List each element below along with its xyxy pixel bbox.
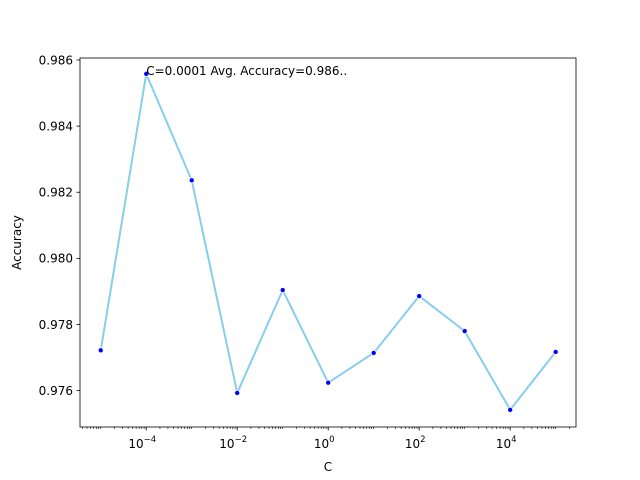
data-point [507, 406, 514, 413]
data-point [552, 348, 559, 355]
y-tick-label: 0.980 [39, 252, 73, 266]
x-tick-exponent: 4 [511, 435, 516, 445]
x-tick-base: 10 [219, 437, 234, 451]
x-tick-label: 102 [405, 435, 426, 451]
x-tick-label: 10−2 [219, 435, 247, 451]
data-point [143, 70, 150, 77]
y-tick-label: 0.986 [39, 53, 73, 67]
y-tick-label: 0.984 [39, 119, 73, 133]
x-tick-base: 10 [128, 437, 143, 451]
data-point [188, 177, 195, 184]
y-axis-label: Accuracy [10, 215, 24, 270]
best-accuracy-annotation: C=0.0001 Avg. Accuracy=0.986.. [146, 64, 347, 78]
plot-area [80, 58, 576, 427]
x-tick-label: 100 [314, 435, 335, 451]
x-tick-exponent: 0 [329, 435, 334, 445]
x-axis-label: C [324, 460, 332, 474]
x-tick-exponent: 2 [420, 435, 425, 445]
data-point [97, 347, 104, 354]
x-tick-base: 10 [496, 437, 511, 451]
data-point [279, 287, 286, 294]
data-point [325, 379, 332, 386]
y-tick-label: 0.978 [39, 318, 73, 332]
x-tick-base: 10 [405, 437, 420, 451]
data-point [461, 328, 468, 335]
x-tick-base: 10 [314, 437, 329, 451]
data-point [416, 293, 423, 300]
x-tick-label: 10−4 [128, 435, 156, 451]
axes-frame [79, 57, 577, 428]
y-tick-label: 0.976 [39, 384, 73, 398]
x-tick-exponent: −2 [235, 435, 248, 445]
data-point [234, 389, 241, 396]
data-point [370, 349, 377, 356]
y-tick-label: 0.982 [39, 186, 73, 200]
x-tick-label: 104 [496, 435, 517, 451]
x-tick-exponent: −4 [144, 435, 157, 445]
